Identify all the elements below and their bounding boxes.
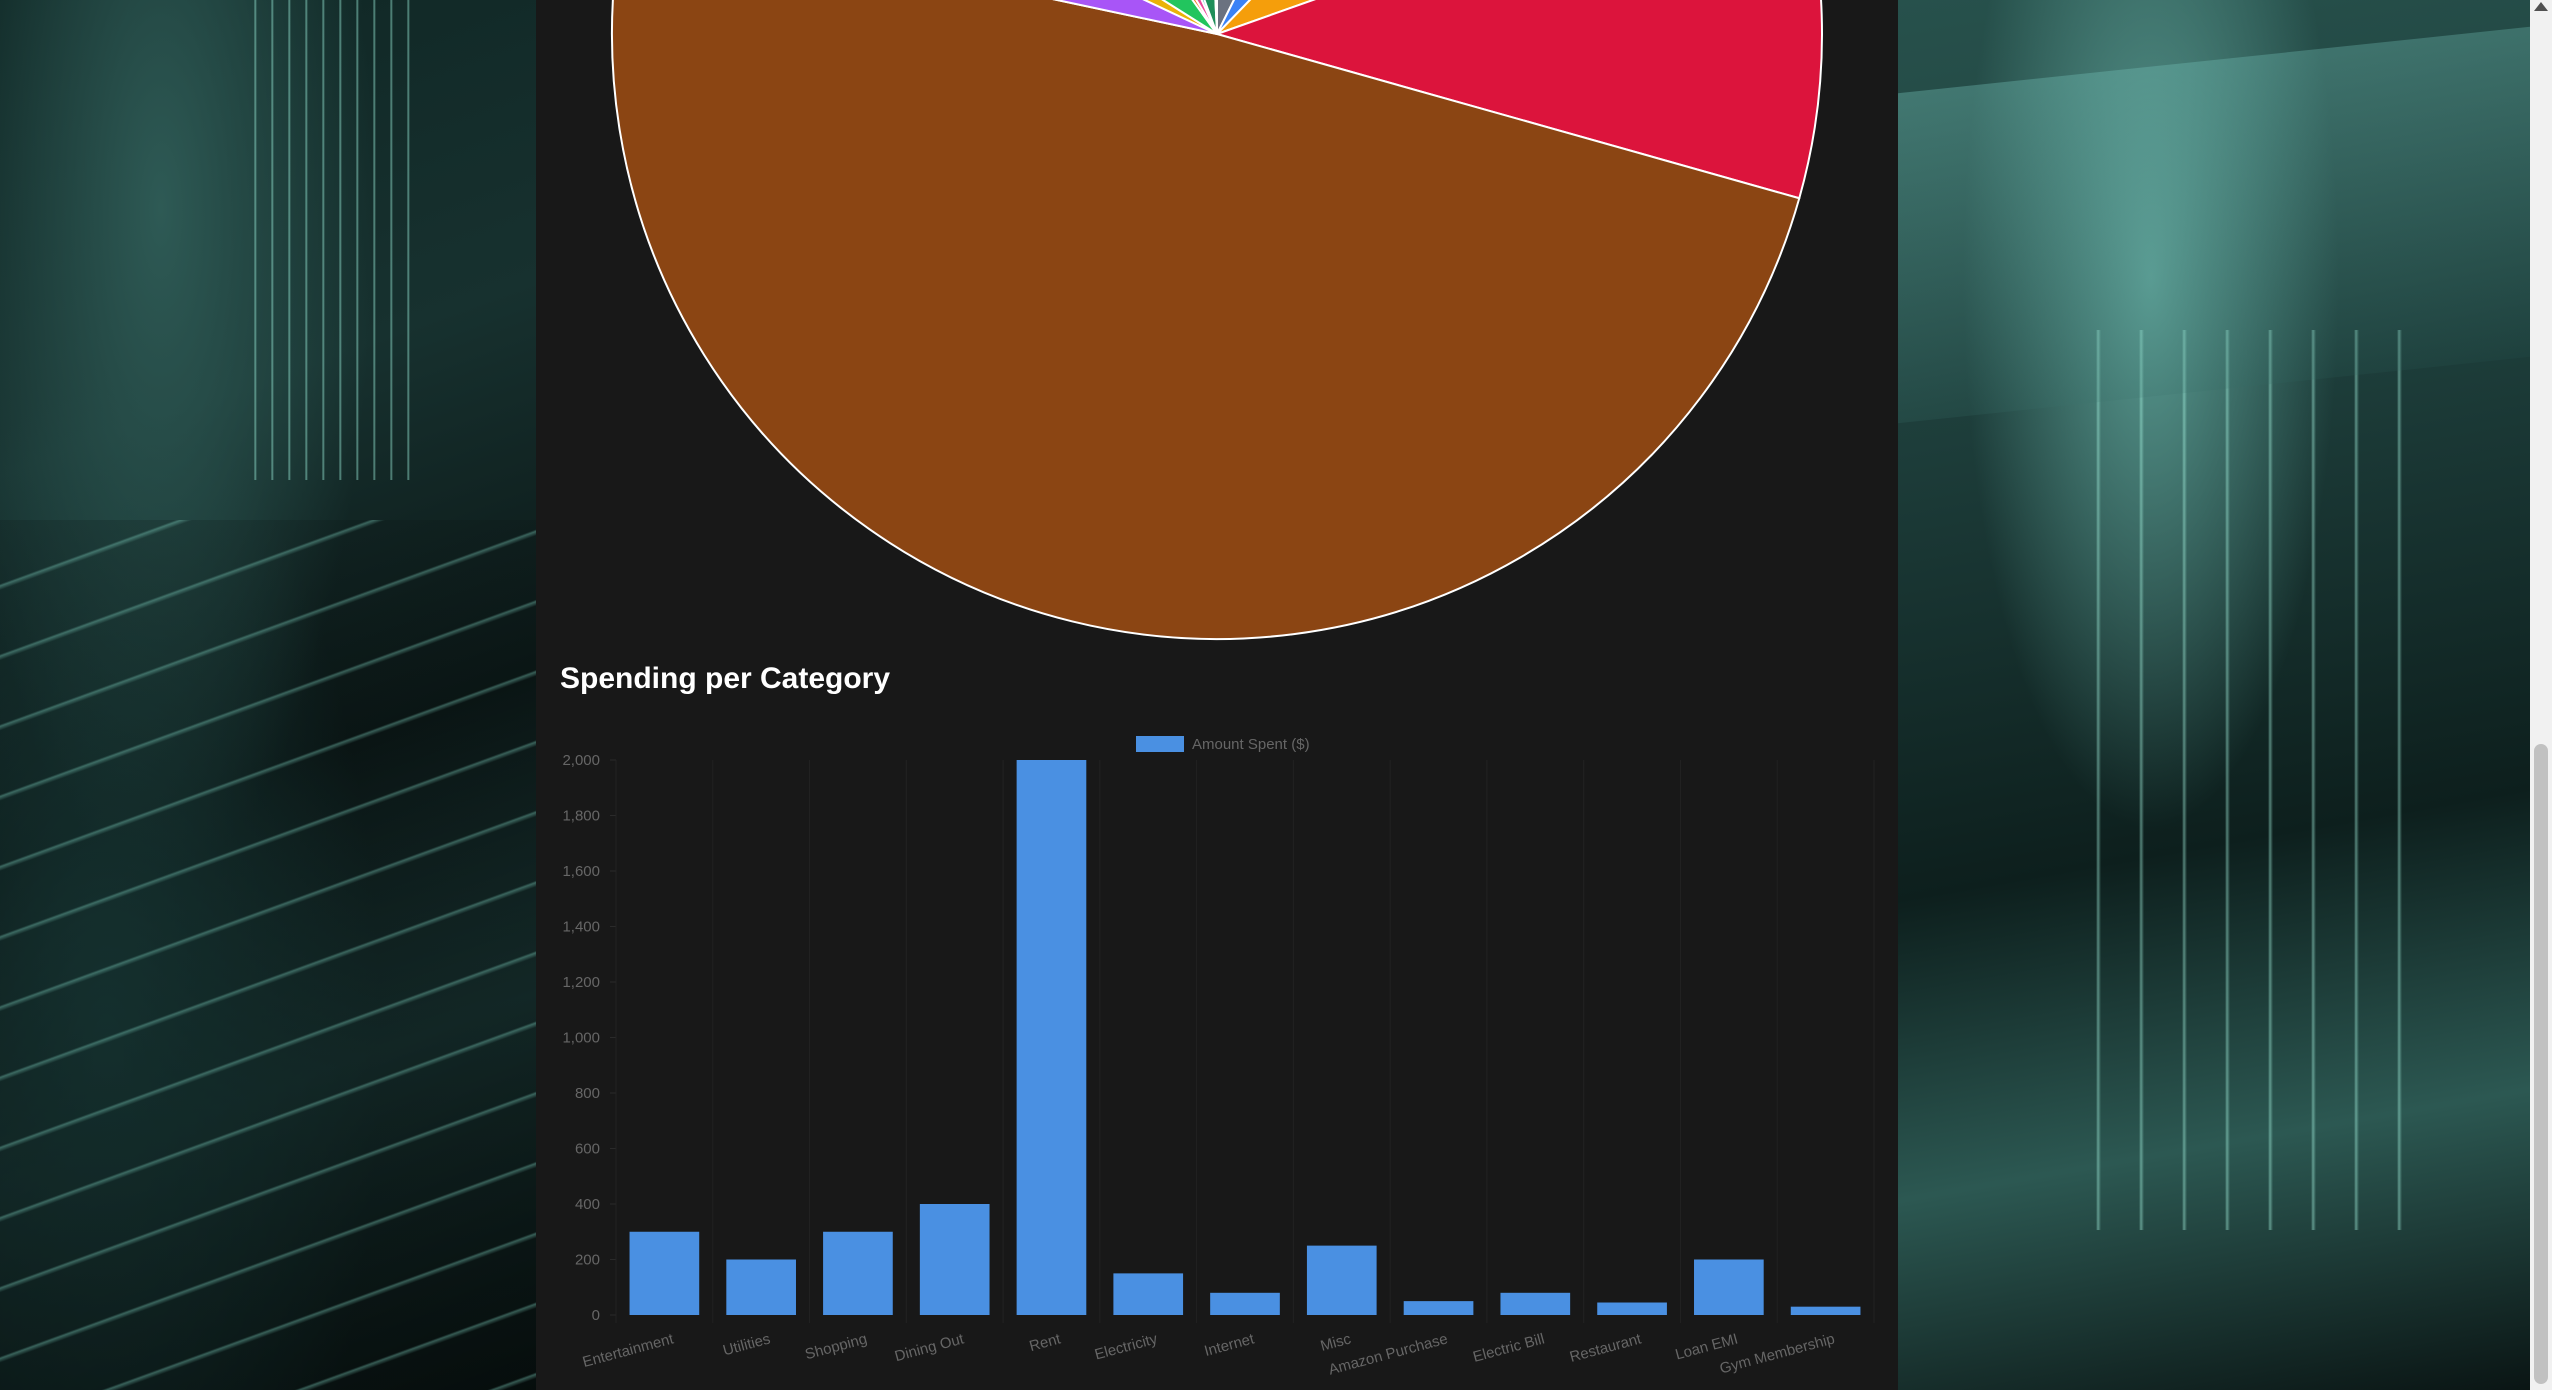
y-tick-label: 2,000 bbox=[562, 752, 600, 769]
scroll-up-arrow-icon[interactable] bbox=[2534, 2, 2548, 11]
y-tick-label: 800 bbox=[575, 1085, 600, 1102]
bar-electric-bill[interactable] bbox=[1500, 1292, 1571, 1315]
bar-shopping[interactable] bbox=[823, 1231, 893, 1315]
y-tick-label: 1,600 bbox=[562, 863, 600, 880]
bar-dining-out[interactable] bbox=[919, 1204, 990, 1315]
x-tick-label-rent: Rent bbox=[1027, 1330, 1063, 1355]
pie-slice-electricity[interactable] bbox=[625, 0, 1218, 35]
pie-chart bbox=[536, 0, 1898, 650]
left-background-art bbox=[0, 0, 536, 1390]
pie-slice-electric-bill[interactable] bbox=[903, 0, 1218, 35]
x-tick-label-electric-bill: Electric Bill bbox=[1471, 1330, 1546, 1365]
y-tick-label: 0 bbox=[592, 1307, 600, 1324]
legend-label: Amount Spent ($) bbox=[1192, 736, 1310, 753]
bar-chart-title: Spending per Category bbox=[560, 662, 891, 695]
bar-electricity[interactable] bbox=[1113, 1273, 1184, 1315]
pie-slice-internet[interactable] bbox=[670, 0, 1218, 35]
y-tick-label: 400 bbox=[575, 1196, 600, 1213]
pie-chart-canvas bbox=[611, 0, 1823, 640]
page-scrollbar[interactable] bbox=[2530, 0, 2552, 1390]
y-tick-label: 1,400 bbox=[562, 919, 600, 936]
pie-slice-gym-membership[interactable] bbox=[1189, 0, 1218, 35]
bar-chart-canvas: Amount Spent ($) 0 200 400 600 800 1,000 1,200 1… bbox=[562, 736, 1875, 1379]
dashboard-panel: Spending per Category Amount Spent ($) 0 2… bbox=[536, 0, 1898, 1390]
y-tick-label: 600 bbox=[575, 1141, 600, 1158]
pie-slice-rent[interactable] bbox=[611, 0, 1801, 640]
pie-slice-misc[interactable] bbox=[705, 0, 1218, 35]
bar-entertainment[interactable] bbox=[629, 1231, 700, 1315]
bar-chart: Amount Spent ($) 0 200 400 600 800 1,000 1,200 1… bbox=[536, 720, 1898, 1390]
pie-slice-loan-emi[interactable] bbox=[1007, 0, 1218, 35]
bar-misc[interactable] bbox=[1306, 1245, 1377, 1315]
pie-slice-dining-out[interactable] bbox=[1213, 0, 1823, 200]
bar-chart-legend[interactable]: Amount Spent ($) bbox=[1136, 736, 1310, 753]
x-tick-label-utilities: Utilities bbox=[721, 1330, 772, 1359]
bar-rent[interactable] bbox=[1016, 760, 1087, 1315]
x-tick-label-entertainment: Entertainment bbox=[581, 1330, 676, 1371]
x-tick-label-dining-out: Dining Out bbox=[893, 1330, 967, 1365]
bar-restaurant[interactable] bbox=[1597, 1302, 1667, 1315]
x-tick-label-internet: Internet bbox=[1202, 1330, 1256, 1360]
y-tick-label: 1,800 bbox=[562, 808, 600, 825]
x-tick-label-shopping: Shopping bbox=[803, 1330, 869, 1363]
legend-swatch bbox=[1136, 736, 1184, 752]
x-tick-label-misc: Misc bbox=[1319, 1330, 1354, 1355]
y-tick-label: 200 bbox=[575, 1252, 600, 1269]
scrollbar-thumb[interactable] bbox=[2534, 744, 2548, 1384]
bar-gym-membership[interactable] bbox=[1790, 1306, 1861, 1315]
bar-utilities[interactable] bbox=[726, 1259, 796, 1316]
right-background-art bbox=[1898, 0, 2530, 1390]
x-tick-label-electricity: Electricity bbox=[1093, 1330, 1160, 1363]
y-tick-label: 1,200 bbox=[562, 974, 600, 991]
bar-internet[interactable] bbox=[1210, 1292, 1280, 1315]
x-tick-label-restaurant: Restaurant bbox=[1568, 1330, 1644, 1366]
y-tick-label: 1,000 bbox=[562, 1030, 600, 1047]
bar-amazon-purchase[interactable] bbox=[1403, 1301, 1474, 1315]
bar-loan-emi[interactable] bbox=[1694, 1259, 1764, 1316]
